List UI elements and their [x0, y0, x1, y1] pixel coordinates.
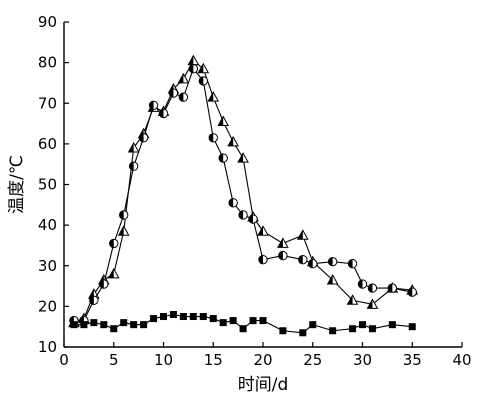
circle-point — [238, 210, 248, 220]
square-point — [90, 319, 98, 327]
axes: 0 5 10 15 20 25 30 35 40 10 20 30 40 50 60 70 80 90 — [38, 13, 472, 369]
square-point — [199, 313, 207, 321]
triangle-point — [227, 135, 239, 147]
square-point — [408, 323, 416, 331]
square-point — [209, 315, 217, 323]
circle-point — [347, 259, 358, 269]
circle-point — [158, 108, 169, 119]
triangle-point — [366, 298, 379, 309]
square-point — [169, 311, 177, 318]
square-point — [179, 313, 187, 321]
x-tick-label: 25 — [303, 351, 322, 369]
square-point — [189, 313, 197, 321]
square-point — [368, 325, 376, 333]
x-tick-label: 35 — [403, 351, 422, 369]
square-point — [239, 325, 247, 333]
triangle-point — [257, 225, 269, 236]
square-point — [219, 319, 227, 327]
circle-point — [308, 259, 318, 269]
triangle-point — [107, 267, 120, 279]
square-point — [249, 317, 257, 325]
y-tick-label: 40 — [38, 216, 57, 234]
x-tick-label: 5 — [109, 351, 119, 369]
x-tick-label: 40 — [452, 351, 471, 369]
square-point — [388, 321, 396, 329]
triangle-point — [296, 229, 309, 240]
square-point — [110, 325, 118, 333]
x-axis-title: 时间/d — [238, 375, 289, 395]
series-layer — [68, 54, 419, 337]
circle-point — [119, 210, 129, 220]
triangle-point — [127, 141, 140, 153]
square-point — [120, 319, 128, 327]
square-point — [150, 315, 158, 323]
triangle-point — [207, 91, 220, 102]
triangle-point — [177, 72, 190, 84]
circle-point — [218, 153, 228, 163]
circle-point — [208, 133, 218, 143]
square-point — [359, 321, 366, 329]
triangle-point — [326, 273, 339, 285]
square-point — [160, 313, 167, 321]
circle-point — [148, 100, 159, 110]
y-tick-label: 10 — [38, 338, 57, 356]
triangle-point — [277, 237, 289, 248]
triangle-point — [187, 54, 200, 66]
series-half-filled-circle — [69, 64, 417, 326]
square-point — [100, 321, 108, 329]
circle-point — [168, 88, 179, 98]
square-point — [309, 321, 317, 329]
square-point — [349, 325, 357, 333]
y-tick-label: 60 — [38, 135, 57, 153]
x-tick-label: 30 — [353, 351, 372, 369]
y-tick-label: 70 — [38, 94, 57, 112]
triangle-point — [346, 294, 359, 305]
square-point — [130, 321, 138, 329]
triangle-point — [197, 62, 210, 74]
square-point — [279, 327, 287, 335]
y-tick-label: 50 — [38, 176, 57, 194]
circle-point — [367, 283, 378, 293]
circle-point — [188, 64, 199, 74]
series-filled-square — [70, 311, 416, 337]
square-point — [229, 317, 237, 325]
square-point — [80, 321, 88, 329]
circle-point — [248, 214, 258, 224]
circle-point — [198, 76, 209, 86]
x-tick-label: 10 — [154, 351, 173, 369]
x-tick-label: 20 — [253, 351, 272, 369]
circle-point — [178, 92, 189, 102]
triangle-point — [237, 152, 249, 163]
square-point — [259, 317, 267, 325]
circle-point — [99, 279, 109, 289]
circle-point — [387, 283, 398, 293]
square-point — [140, 321, 148, 329]
triangle-point — [217, 115, 230, 127]
y-tick-label: 20 — [38, 297, 57, 315]
circle-point — [128, 161, 139, 171]
x-tick-label: 15 — [204, 351, 223, 369]
circle-point — [258, 254, 268, 265]
y-tick-label: 90 — [38, 13, 57, 31]
circle-point — [228, 198, 238, 208]
y-tick-label: 80 — [38, 54, 57, 72]
circle-point — [109, 238, 119, 249]
circle-point — [138, 133, 149, 143]
circle-point — [89, 295, 99, 305]
circle-point — [407, 287, 417, 297]
circle-point — [357, 279, 368, 289]
square-point — [299, 329, 307, 337]
square-point — [329, 327, 337, 335]
circle-point — [327, 256, 338, 267]
square-point — [70, 321, 78, 329]
circle-point — [278, 250, 288, 261]
circle-point — [298, 254, 308, 265]
series-line — [73, 59, 413, 324]
y-axis-title: 温度/℃ — [7, 155, 27, 214]
x-tick-label: 0 — [59, 351, 69, 369]
triangle-point — [117, 225, 130, 236]
y-tick-label: 30 — [38, 257, 57, 275]
